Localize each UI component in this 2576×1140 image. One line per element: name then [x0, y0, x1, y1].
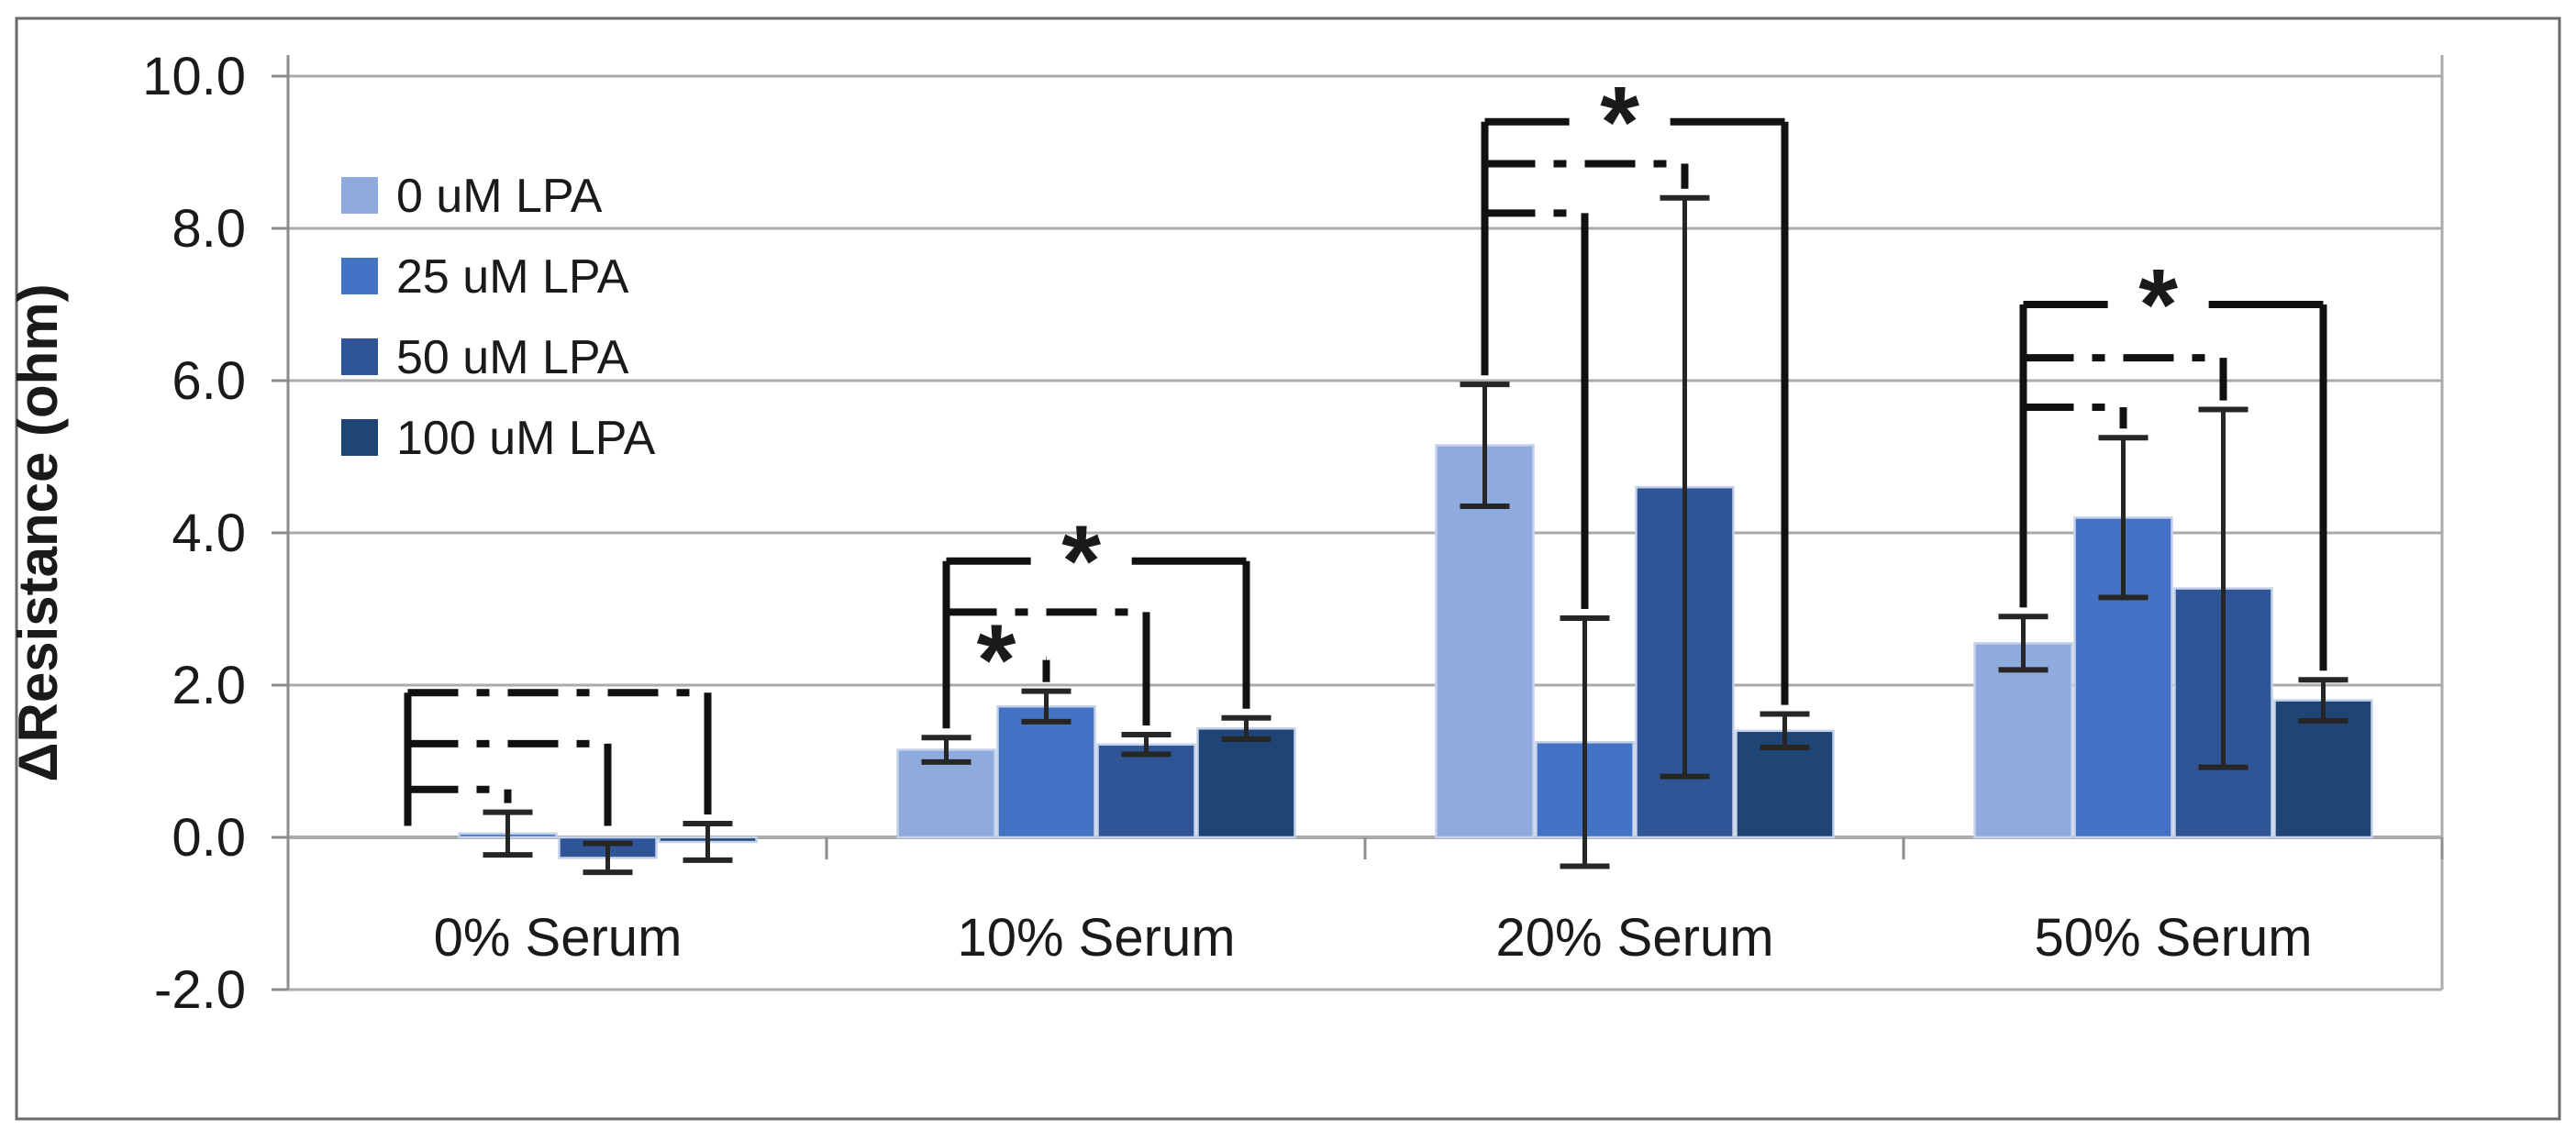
- chart-frame: [15, 17, 2561, 1121]
- x-category-label: 20% Serum: [1495, 908, 1773, 968]
- legend-swatch-50-um-lpa: [341, 338, 378, 375]
- significance-asterisk: *: [2138, 249, 2178, 361]
- legend-label: 0 uM LPA: [396, 170, 603, 223]
- x-category-label: 10% Serum: [957, 908, 1235, 968]
- y-tick-label: 2.0: [172, 656, 246, 715]
- significance-asterisk: *: [1600, 66, 1639, 179]
- y-axis-title: ΔResistance (ohm): [7, 283, 69, 781]
- y-tick-label: 6.0: [172, 351, 246, 411]
- x-category-label: 50% Serum: [2034, 908, 2312, 968]
- legend-swatch-25-um-lpa: [341, 258, 378, 294]
- bar-100-um-lpa-10%-serum: [1196, 727, 1296, 839]
- legend-label: 25 uM LPA: [396, 250, 629, 304]
- bar-50-um-lpa-10%-serum: [1096, 743, 1196, 839]
- legend-label: 100 uM LPA: [396, 412, 656, 465]
- y-tick-label: -2.0: [154, 960, 246, 1020]
- bar-0-um-lpa-50%-serum: [1973, 642, 2073, 839]
- y-tick-label: 4.0: [172, 504, 246, 563]
- significance-asterisk: *: [977, 604, 1016, 717]
- significance-asterisk: *: [1061, 505, 1101, 618]
- y-tick-label: 8.0: [172, 199, 246, 259]
- legend-swatch-0-um-lpa: [341, 177, 378, 214]
- y-tick-label: 10.0: [142, 47, 246, 106]
- legend-swatch-100-um-lpa: [341, 419, 378, 456]
- y-tick-label: 0.0: [172, 808, 246, 868]
- bar-0-um-lpa-20%-serum: [1435, 444, 1535, 839]
- x-category-label: 0% Serum: [434, 908, 683, 968]
- legend-label: 50 uM LPA: [396, 331, 629, 384]
- bar-25-um-lpa-10%-serum: [996, 704, 1096, 839]
